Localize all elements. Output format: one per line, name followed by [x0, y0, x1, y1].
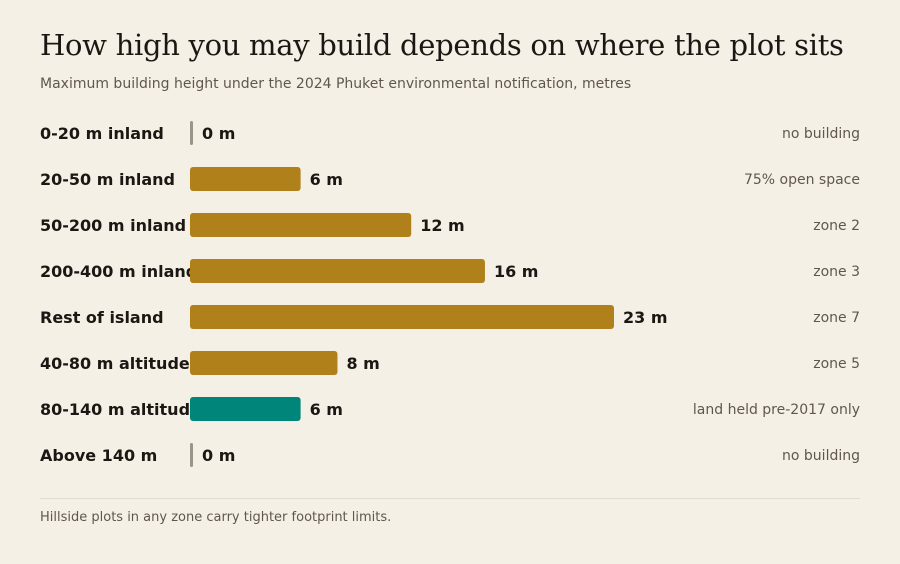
- category-label: 0-20 m inland: [40, 124, 164, 143]
- category-label: Above 140 m: [40, 446, 157, 465]
- bar: [190, 351, 338, 375]
- category-label: 50-200 m inland: [40, 216, 186, 235]
- chart-title: How high you may build depends on where …: [40, 28, 844, 62]
- category-label: 40-80 m altitude: [40, 354, 190, 373]
- category-label: 20-50 m inland: [40, 170, 175, 189]
- bar: [190, 167, 301, 191]
- value-label: 6 m: [310, 170, 343, 189]
- value-label: 23 m: [623, 308, 668, 327]
- category-label: 80-140 m altitude: [40, 400, 201, 419]
- zero-marker: [190, 443, 193, 467]
- row-note: zone 2: [813, 218, 860, 234]
- footnote-divider: [40, 498, 860, 499]
- bar: [190, 213, 412, 237]
- zero-marker: [190, 121, 193, 145]
- value-label: 8 m: [346, 354, 379, 373]
- value-label: 0 m: [202, 124, 235, 143]
- value-label: 16 m: [494, 262, 539, 281]
- row-note: no building: [782, 126, 860, 142]
- row-note: zone 7: [813, 310, 860, 326]
- value-label: 0 m: [202, 446, 235, 465]
- category-label: Rest of island: [40, 308, 164, 327]
- row-note: 75% open space: [744, 172, 860, 188]
- chart-subtitle: Maximum building height under the 2024 P…: [40, 76, 632, 92]
- row-note: land held pre-2017 only: [693, 402, 860, 418]
- footnote: Hillside plots in any zone carry tighter…: [40, 510, 392, 525]
- category-label: 200-400 m inland: [40, 262, 197, 281]
- row-note: zone 3: [813, 264, 860, 280]
- bar: [190, 305, 614, 329]
- bar: [190, 397, 301, 421]
- value-label: 6 m: [310, 400, 343, 419]
- bar-chart: 0-20 m inland 0 m no building 20-50 m inlan…: [40, 121, 860, 467]
- value-label: 12 m: [420, 216, 465, 235]
- row-note: zone 5: [813, 356, 860, 372]
- bar: [190, 259, 485, 283]
- row-note: no building: [782, 448, 860, 464]
